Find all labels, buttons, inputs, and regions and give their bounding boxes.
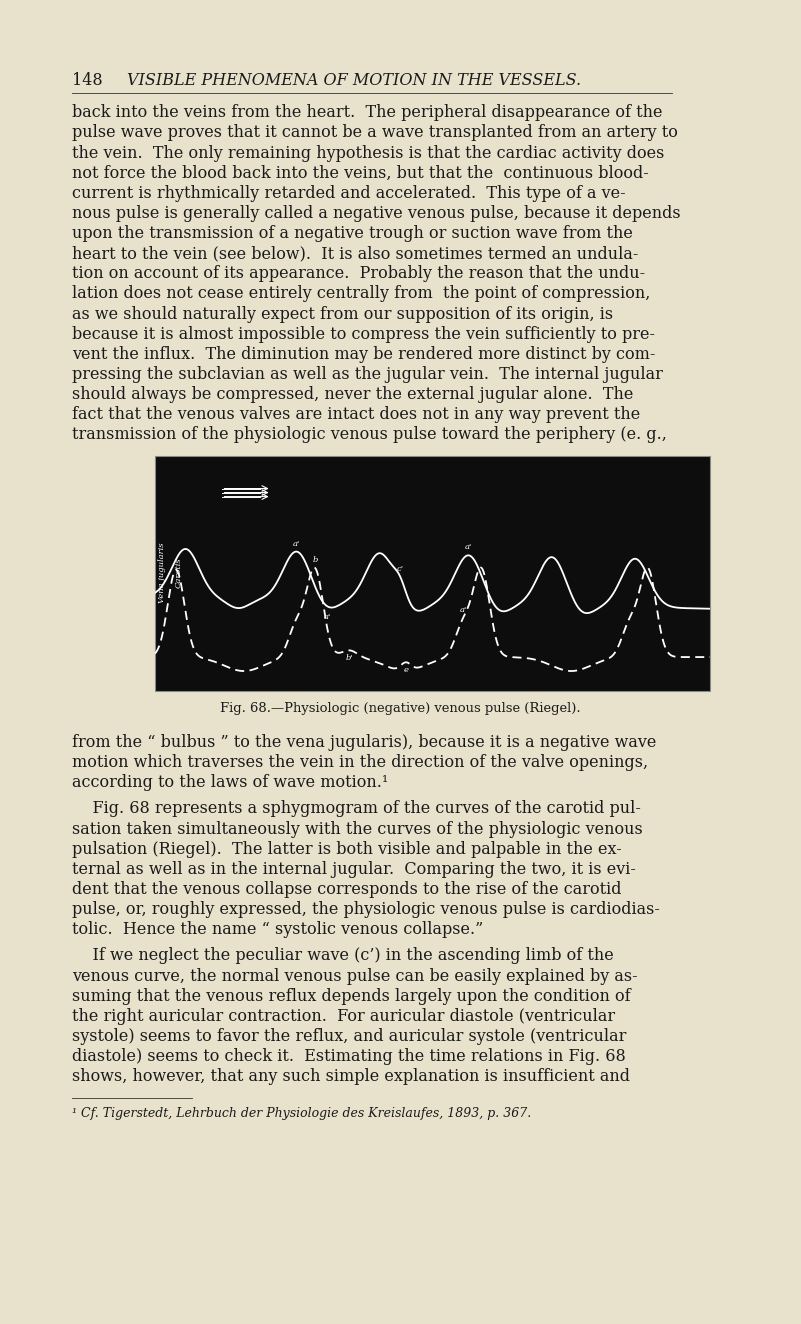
Text: venous curve, the normal venous pulse can be easily explained by as-: venous curve, the normal venous pulse ca… xyxy=(72,968,638,985)
Text: pressing the subclavian as well as the jugular vein.  The internal jugular: pressing the subclavian as well as the j… xyxy=(72,365,663,383)
Text: lation does not cease entirely centrally from  the point of compression,: lation does not cease entirely centrally… xyxy=(72,286,650,302)
Text: suming that the venous reflux depends largely upon the condition of: suming that the venous reflux depends la… xyxy=(72,988,630,1005)
Text: If we neglect the peculiar wave (c’) in the ascending limb of the: If we neglect the peculiar wave (c’) in … xyxy=(72,948,614,964)
Text: Fig. 68.—Physiologic (negative) venous pulse (Riegel).: Fig. 68.—Physiologic (negative) venous p… xyxy=(220,702,581,715)
Text: heart to the vein (see below).  It is also sometimes termed an undula-: heart to the vein (see below). It is als… xyxy=(72,245,638,262)
Text: ¹ Cf. Tigerstedt, Lehrbuch der Physiologie des Kreislaufes, 1893, p. 367.: ¹ Cf. Tigerstedt, Lehrbuch der Physiolog… xyxy=(72,1107,531,1120)
Text: because it is almost impossible to compress the vein sufficiently to pre-: because it is almost impossible to compr… xyxy=(72,326,655,343)
Text: not force the blood back into the veins, but that the  continuous blood-: not force the blood back into the veins,… xyxy=(72,164,649,181)
Text: back into the veins from the heart.  The peripheral disappearance of the: back into the veins from the heart. The … xyxy=(72,105,662,122)
Text: from the “ bulbus ” to the vena jugularis), because it is a negative wave: from the “ bulbus ” to the vena jugulari… xyxy=(72,733,656,751)
Text: dent that the venous collapse corresponds to the rise of the carotid: dent that the venous collapse correspond… xyxy=(72,880,622,898)
Text: ternal as well as in the internal jugular.  Comparing the two, it is evi-: ternal as well as in the internal jugula… xyxy=(72,861,636,878)
Text: Carotis: Carotis xyxy=(175,557,183,588)
Text: tion on account of its appearance.  Probably the reason that the undu-: tion on account of its appearance. Proba… xyxy=(72,265,645,282)
Text: 148: 148 xyxy=(72,71,103,89)
Text: current is rhythmically retarded and accelerated.  This type of a ve-: current is rhythmically retarded and acc… xyxy=(72,185,626,201)
Text: b: b xyxy=(312,556,317,564)
Text: a': a' xyxy=(324,613,331,621)
Text: upon the transmission of a negative trough or suction wave from the: upon the transmission of a negative trou… xyxy=(72,225,633,242)
Text: Vena jugularis: Vena jugularis xyxy=(158,543,166,604)
Text: VISIBLE PHENOMENA OF MOTION IN THE VESSELS.: VISIBLE PHENOMENA OF MOTION IN THE VESSE… xyxy=(127,71,581,89)
Text: as we should naturally expect from our supposition of its origin, is: as we should naturally expect from our s… xyxy=(72,306,613,323)
Text: a': a' xyxy=(460,606,467,614)
Text: according to the laws of wave motion.¹: according to the laws of wave motion.¹ xyxy=(72,775,388,792)
Bar xyxy=(155,455,710,691)
Text: transmission of the physiologic venous pulse toward the periphery (e. g.,: transmission of the physiologic venous p… xyxy=(72,426,667,444)
Text: e: e xyxy=(404,666,409,674)
Text: should always be compressed, never the external jugular alone.  The: should always be compressed, never the e… xyxy=(72,387,634,404)
Text: systole) seems to favor the reflux, and auricular systole (ventricular: systole) seems to favor the reflux, and … xyxy=(72,1027,626,1045)
Text: the right auricular contraction.  For auricular diastole (ventricular: the right auricular contraction. For aur… xyxy=(72,1008,615,1025)
Text: c': c' xyxy=(396,565,404,573)
Text: tolic.  Hence the name “ systolic venous collapse.”: tolic. Hence the name “ systolic venous … xyxy=(72,922,483,939)
Text: motion which traverses the vein in the direction of the valve openings,: motion which traverses the vein in the d… xyxy=(72,755,648,771)
Text: pulsation (Riegel).  The latter is both visible and palpable in the ex-: pulsation (Riegel). The latter is both v… xyxy=(72,841,622,858)
Text: sation taken simultaneously with the curves of the physiologic venous: sation taken simultaneously with the cur… xyxy=(72,821,642,838)
Text: pulse wave proves that it cannot be a wave transplanted from an artery to: pulse wave proves that it cannot be a wa… xyxy=(72,124,678,142)
Text: a': a' xyxy=(465,543,473,551)
Text: pulse, or, roughly expressed, the physiologic venous pulse is cardiodias-: pulse, or, roughly expressed, the physio… xyxy=(72,902,660,918)
Text: Fig. 68 represents a sphygmogram of the curves of the carotid pul-: Fig. 68 represents a sphygmogram of the … xyxy=(72,801,641,817)
Text: the vein.  The only remaining hypothesis is that the cardiac activity does: the vein. The only remaining hypothesis … xyxy=(72,144,664,162)
Text: fact that the venous valves are intact does not in any way prevent the: fact that the venous valves are intact d… xyxy=(72,406,640,424)
Text: diastole) seems to check it.  Estimating the time relations in Fig. 68: diastole) seems to check it. Estimating … xyxy=(72,1049,626,1064)
Text: a': a' xyxy=(293,540,300,548)
Text: b': b' xyxy=(345,654,353,662)
Text: shows, however, that any such simple explanation is insufficient and: shows, however, that any such simple exp… xyxy=(72,1068,630,1086)
Text: vent the influx.  The diminution may be rendered more distinct by com-: vent the influx. The diminution may be r… xyxy=(72,346,655,363)
Text: nous pulse is generally called a negative venous pulse, because it depends: nous pulse is generally called a negativ… xyxy=(72,205,681,222)
